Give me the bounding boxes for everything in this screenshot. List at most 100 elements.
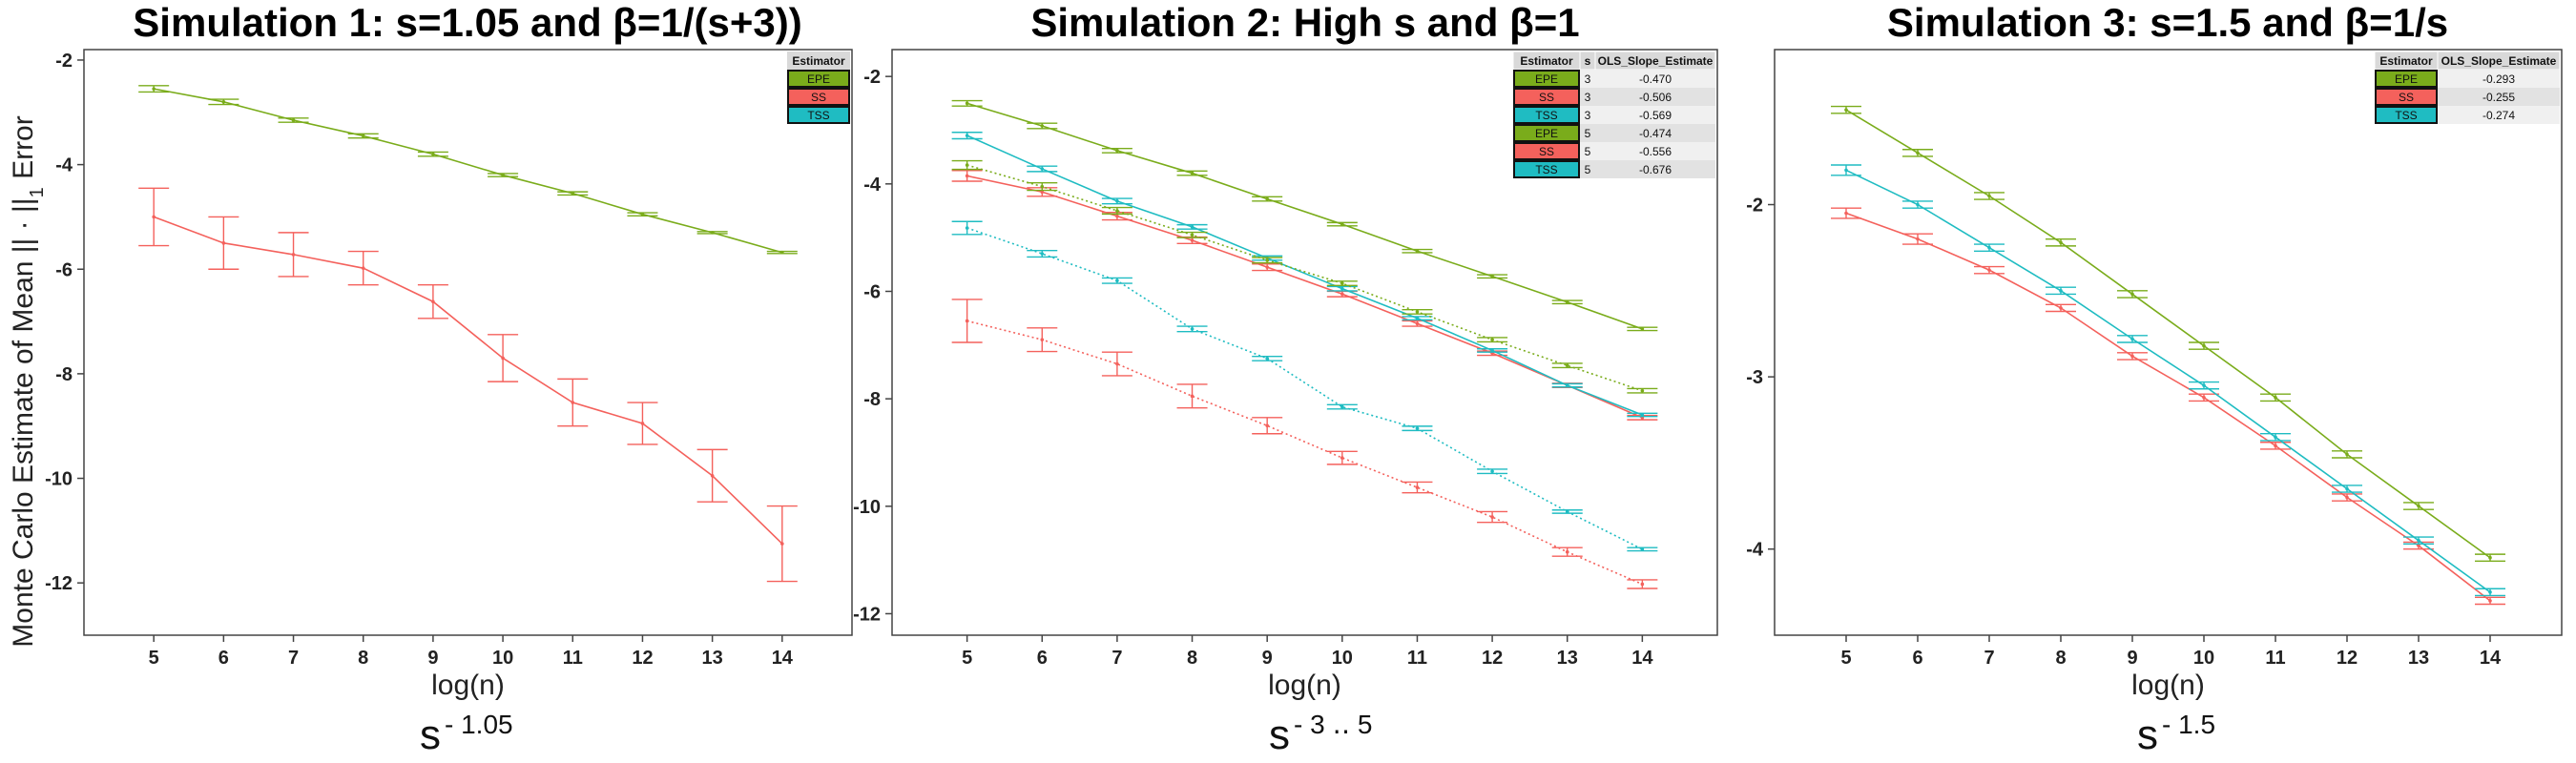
x-axis-label: log(n) xyxy=(1268,670,1341,701)
x-tick-label: 14 xyxy=(2480,648,2502,669)
series-ss xyxy=(138,187,798,583)
data-point xyxy=(1040,190,1045,195)
series-line xyxy=(1845,212,2491,602)
legend-slope-value: -0.274 xyxy=(2483,109,2515,122)
x-tick-label: 5 xyxy=(962,648,972,669)
legend-header: OLS_Slope_Estimate xyxy=(2441,54,2557,68)
x-tick-label: 12 xyxy=(632,648,653,669)
data-point xyxy=(1490,348,1494,353)
y-axis-label: Monte Carlo Estimate of Mean || · ||1 Er… xyxy=(8,115,48,647)
x-tick-label: 7 xyxy=(1111,648,1122,669)
data-point xyxy=(1987,245,1991,250)
data-point xyxy=(1415,316,1420,320)
legend-cell xyxy=(2438,106,2560,124)
data-point xyxy=(431,152,435,156)
legend-cell xyxy=(2438,88,2560,106)
x-tick-label: 6 xyxy=(1912,648,1922,669)
legend-cell xyxy=(1595,142,1715,160)
data-point xyxy=(2202,343,2206,348)
data-point xyxy=(965,101,969,106)
x-tick-label: 10 xyxy=(1332,648,1353,669)
data-point xyxy=(1916,151,1920,155)
y-tick-label: -10 xyxy=(45,469,73,490)
data-point xyxy=(571,191,575,196)
data-point xyxy=(361,134,365,138)
legend-label: SS xyxy=(1539,91,1554,104)
series-tss-s5 xyxy=(951,220,1658,552)
x-tick-label: 5 xyxy=(1840,648,1851,669)
data-point xyxy=(221,241,226,245)
data-point xyxy=(2274,435,2277,440)
y-tick-label: -8 xyxy=(863,389,881,410)
data-point xyxy=(1190,394,1195,399)
legend-label: TSS xyxy=(1535,109,1557,122)
data-point xyxy=(965,226,969,230)
data-point xyxy=(2345,486,2349,491)
legend-header: Estimator xyxy=(2379,54,2433,68)
series-epe xyxy=(1831,105,2505,563)
data-point xyxy=(2417,544,2420,547)
panel-simulation-1: Simulation 1: s=1.05 and β=1/(s+3)) -2 -4 -… xyxy=(45,0,853,758)
series-ss-s3 xyxy=(951,170,1658,421)
legend-swatch xyxy=(787,106,850,124)
data-point xyxy=(1040,167,1045,171)
data-point xyxy=(780,250,784,255)
x-tick-label: 11 xyxy=(563,648,583,669)
data-point xyxy=(965,134,969,137)
series-line xyxy=(966,102,1643,330)
legend-cell xyxy=(1595,88,1715,106)
panel-simulation-3: Simulation 3: s=1.5 and β=1/s -2 -3 -4 5 6 7 8 9… xyxy=(1746,0,2563,758)
legend-label: TSS xyxy=(2395,109,2417,122)
legend-label: TSS xyxy=(1535,163,1557,176)
legend-s-value: 3 xyxy=(1585,109,1591,122)
x-tick-label: 10 xyxy=(2193,648,2214,669)
data-point xyxy=(1340,281,1344,285)
legend-slope-value: -0.556 xyxy=(1639,145,1672,158)
series-epe-s5 xyxy=(951,159,1658,394)
y-tick-label: -4 xyxy=(863,175,882,196)
data-point xyxy=(1265,258,1269,262)
x-tick-label: 9 xyxy=(1262,648,1273,669)
data-point xyxy=(1640,388,1645,393)
data-point xyxy=(1340,292,1344,297)
legend-cell xyxy=(1580,124,1595,142)
data-point xyxy=(2202,395,2206,400)
x-tick-label: 13 xyxy=(702,648,723,669)
x-tick-label: 12 xyxy=(2337,648,2358,669)
legend-label: EPE xyxy=(1535,127,1558,140)
series-epe-s3 xyxy=(951,99,1658,332)
y-tick-label: -6 xyxy=(863,281,881,302)
y-tick-label: -12 xyxy=(45,573,73,594)
x-tick-label: 9 xyxy=(2127,648,2137,669)
data-point xyxy=(1115,209,1119,213)
data-point xyxy=(2130,354,2134,359)
y-tick-label: -4 xyxy=(55,155,73,176)
series-line xyxy=(1845,169,2491,593)
x-tick-label: 12 xyxy=(1482,648,1503,669)
data-point xyxy=(1490,338,1494,341)
data-point xyxy=(1490,515,1494,519)
x-tick-label: 8 xyxy=(1187,648,1197,669)
legend-s-value: 5 xyxy=(1585,127,1591,140)
series-tss-s3 xyxy=(951,132,1658,418)
data-point xyxy=(1265,423,1269,428)
x-axis-label: log(n) xyxy=(431,670,505,701)
legend-slope-value: -0.474 xyxy=(1639,127,1672,140)
data-point xyxy=(501,356,505,361)
legend-cell xyxy=(1595,124,1715,142)
legend-slope-value: -0.569 xyxy=(1639,109,1672,122)
data-point xyxy=(1640,547,1645,551)
footer-annotation: s- 3 ‥ 5 xyxy=(1269,710,1373,758)
x-tick-label: 7 xyxy=(288,648,299,669)
data-point xyxy=(1916,202,1920,207)
data-point xyxy=(2274,443,2277,448)
data-point xyxy=(1415,321,1420,326)
data-point xyxy=(1415,426,1420,430)
legend-cell xyxy=(1580,160,1595,178)
data-point xyxy=(1844,108,1848,113)
data-point xyxy=(2059,306,2063,310)
data-point xyxy=(1040,338,1045,341)
data-point xyxy=(1115,361,1119,366)
data-point xyxy=(965,174,969,178)
